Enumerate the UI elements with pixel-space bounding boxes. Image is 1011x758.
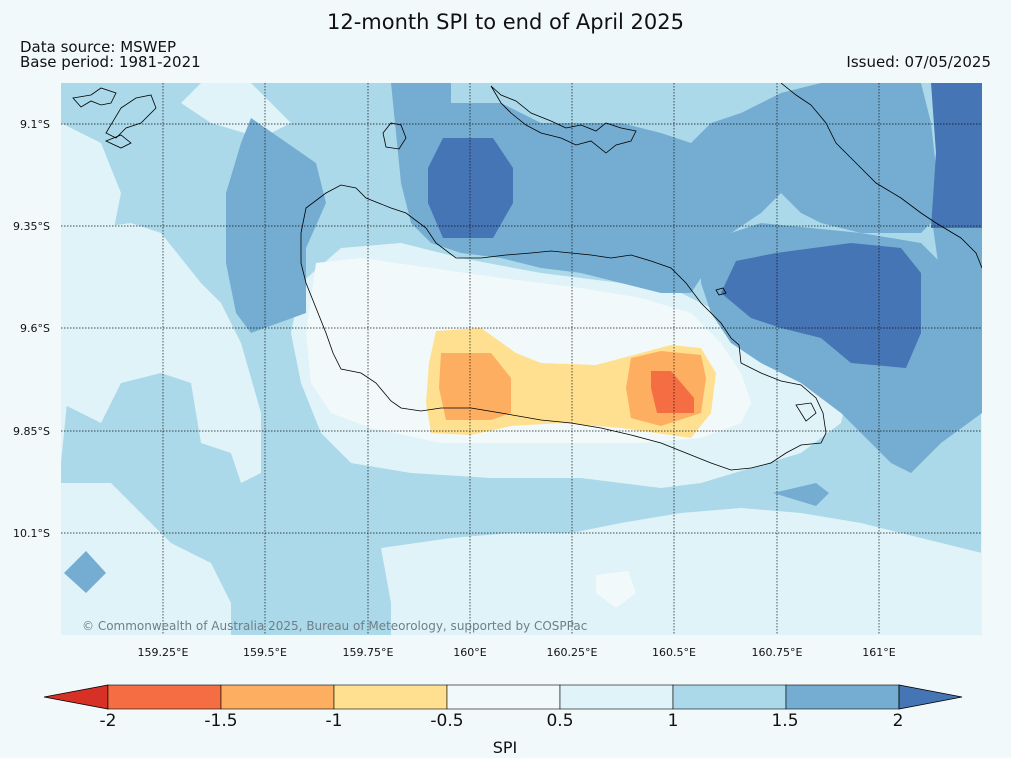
field-band-1.5-2-northwest [226, 118, 326, 333]
spi-colorbar [44, 684, 963, 710]
colorbar-segment [672, 684, 787, 710]
colorbar-title: SPI [492, 738, 518, 757]
x-tick-label: 159.75°E [342, 646, 394, 659]
coastline-russell-islands-c [104, 134, 132, 149]
field-above-2-east [721, 243, 921, 368]
colorbar-segment [107, 684, 222, 710]
colorbar-segment [785, 684, 900, 710]
field-band-1.5-2-se-sliver [773, 483, 829, 506]
field-above-2-north [428, 138, 513, 238]
x-tick-label: 160°E [453, 646, 487, 659]
colorbar-segment [446, 684, 561, 710]
colorbar-tick-label: 0.5 [546, 711, 574, 731]
coastline-malaita [780, 83, 982, 269]
y-tick-label: 9.35°S [13, 220, 50, 233]
x-tick-label: 159.5°E [243, 646, 287, 659]
colorbar-segment [220, 684, 335, 710]
colorbar-tick-label: -0.5 [430, 711, 464, 731]
data-source-label: Data source: MSWEP [20, 38, 177, 56]
coastline-russell-islands [72, 87, 117, 108]
field-band-1.5-2-sw-diamond [64, 551, 106, 593]
colorbar-tick-label: -1.5 [204, 711, 238, 731]
coastline-florida-islands [490, 85, 637, 154]
y-tick-label: 9.6°S [20, 322, 50, 335]
colorbar-segment [559, 684, 674, 710]
x-tick-label: 159.25°E [137, 646, 189, 659]
field-dry--1.5-to--1-west [439, 353, 511, 420]
coastline-se-islands [795, 402, 817, 422]
colorbar-tick-label: 1 [667, 711, 679, 731]
colorbar-extension-low [44, 684, 109, 710]
y-tick-label: 9.1°S [20, 118, 50, 131]
field-pale-south-east [381, 508, 982, 635]
copyright-notice: © Commonwealth of Australia 2025, Bureau… [82, 619, 588, 633]
field-near-normal-south [596, 571, 636, 608]
x-tick-label: 160.5°E [652, 646, 696, 659]
colorbar-tick-label: -1 [325, 711, 343, 731]
x-tick-label: 161°E [862, 646, 896, 659]
spi-map [61, 83, 982, 635]
coastline-small-island [715, 287, 727, 296]
colorbar-extension-high [898, 684, 963, 710]
field-band-1.5-2-center [391, 83, 941, 293]
colorbar-tick-label: 1.5 [771, 711, 799, 731]
coastline-savo [382, 122, 407, 150]
y-tick-label: 10.1°S [13, 527, 50, 540]
field-dry--2-to--1.5 [651, 371, 694, 413]
field-pale-south [61, 483, 231, 635]
coastlines [72, 83, 982, 471]
colorbar-tick-label: 2 [892, 711, 904, 731]
coastline-russell-islands-b [105, 94, 157, 139]
field-pale-west [61, 223, 261, 483]
gridlines [61, 83, 982, 635]
x-tick-label: 160.25°E [546, 646, 598, 659]
base-period-label: Base period: 1981-2021 [20, 53, 201, 71]
colorbar-segment [333, 684, 448, 710]
y-tick-label: 9.85°S [13, 425, 50, 438]
coastline-guadalcanal [300, 184, 827, 471]
x-tick-label: 160.75°E [751, 646, 803, 659]
colorbar-tick-label: -2 [99, 711, 117, 731]
field-above-2-northeast [931, 83, 982, 228]
issued-date-label: Issued: 07/05/2025 [846, 53, 991, 71]
map-title: 12-month SPI to end of April 2025 [326, 10, 685, 34]
